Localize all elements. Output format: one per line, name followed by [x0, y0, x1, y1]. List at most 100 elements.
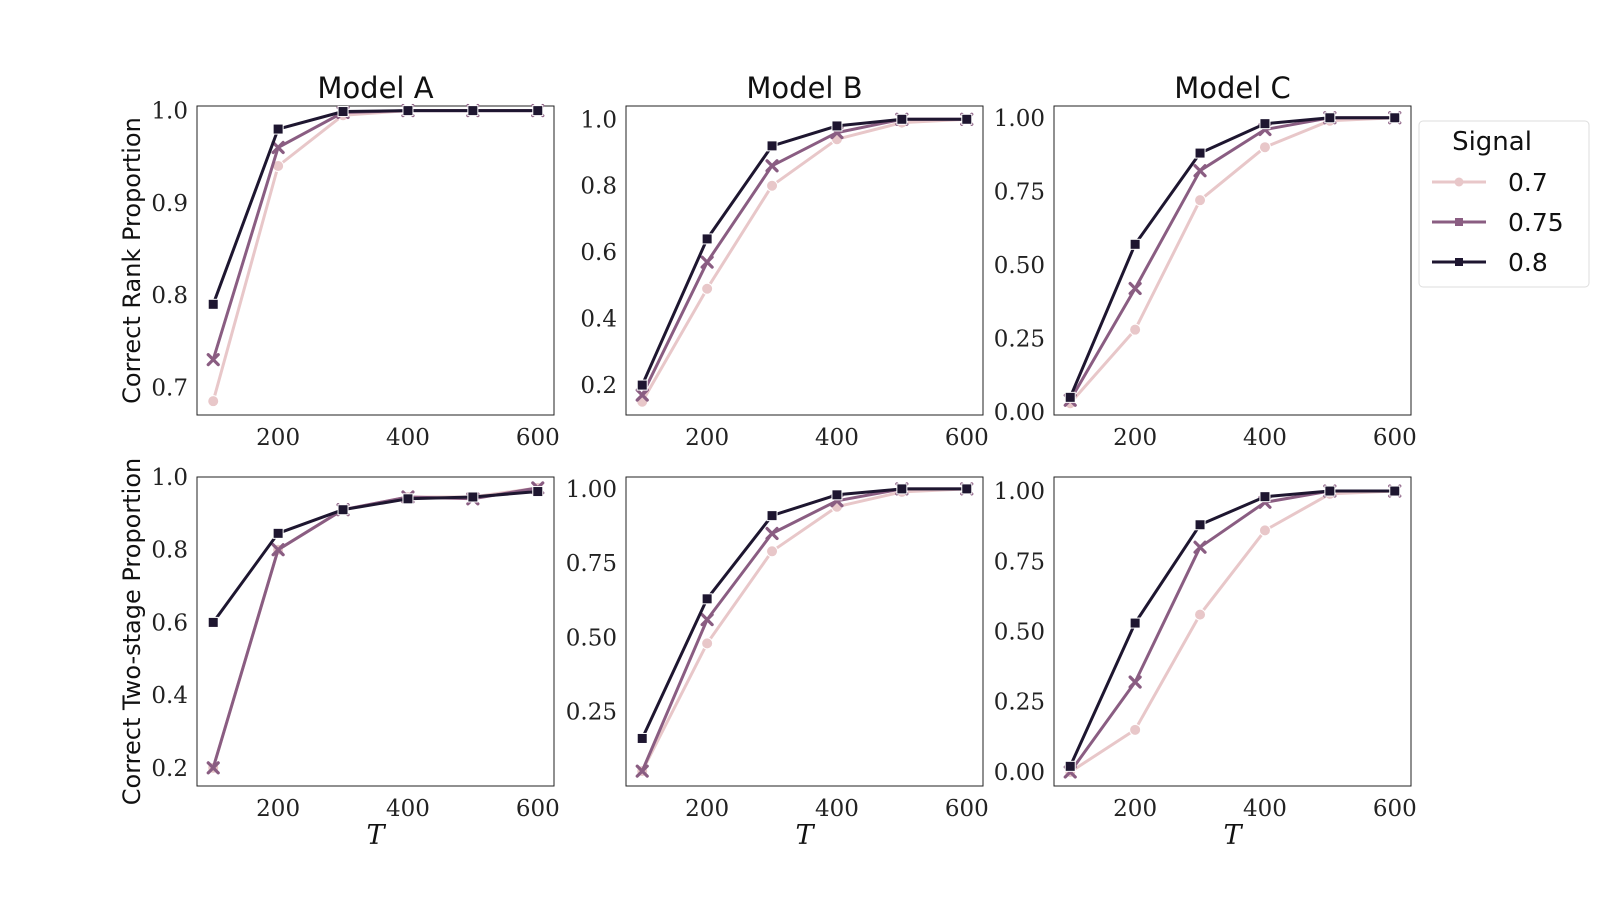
data-point [831, 120, 843, 132]
series-line-0.8 [1068, 489, 1395, 767]
legend-item: 0.8 [1432, 248, 1548, 277]
plot-frame [1053, 105, 1412, 416]
data-point-marker [831, 489, 843, 501]
data-point-marker [961, 113, 973, 125]
data-point-marker [271, 543, 285, 557]
data-point-marker [1258, 141, 1271, 154]
data-point-marker [1389, 112, 1401, 124]
data-point-marker [1259, 491, 1271, 503]
data-point-marker [1128, 281, 1142, 296]
data-point [1129, 323, 1142, 336]
data-point-marker [635, 388, 649, 402]
data-point-marker [1129, 617, 1141, 629]
data-point-marker [206, 353, 220, 367]
data-point [1194, 147, 1206, 159]
data-point [831, 489, 843, 501]
data-point [1194, 194, 1207, 207]
data-point [532, 486, 544, 498]
panel-title: Model C [1174, 71, 1291, 105]
data-point [766, 510, 778, 522]
data-point-marker [1128, 675, 1142, 689]
series-line-0.7 [1069, 116, 1395, 405]
data-point-marker [1258, 524, 1271, 537]
legend-marker [1455, 258, 1463, 266]
data-point-marker [700, 255, 714, 269]
data-point [1324, 112, 1336, 124]
data-point [272, 123, 284, 135]
data-point-marker [896, 483, 908, 495]
data-point-marker [635, 764, 649, 778]
data-point-marker [1194, 608, 1207, 621]
data-point [206, 761, 220, 775]
data-point [402, 105, 414, 117]
data-point [1389, 112, 1401, 124]
data-point-marker [1129, 238, 1141, 250]
data-point-marker [1324, 485, 1336, 497]
data-point-marker [636, 379, 648, 391]
plot-frame [196, 105, 555, 416]
y-tick-label: 1.0 [580, 107, 617, 133]
y-tick-label: 0.9 [151, 191, 188, 217]
y-tick-label: 0.75 [566, 551, 617, 577]
data-point [701, 282, 714, 295]
y-tick-label: 0.2 [151, 756, 188, 782]
legend-label: 0.8 [1508, 248, 1548, 277]
series-line-0.7 [1069, 489, 1395, 774]
y-tick-label: 0.25 [994, 690, 1045, 716]
data-point-marker [1194, 147, 1206, 159]
legend-box [1418, 120, 1590, 288]
panel-title: Model A [317, 71, 433, 105]
legend-label: 0.7 [1508, 168, 1548, 197]
data-point [271, 140, 285, 155]
data-point-marker [402, 493, 414, 505]
data-point [206, 353, 220, 367]
plot-frame [196, 476, 555, 787]
data-point-marker [271, 140, 285, 155]
y-tick-label: 0.75 [994, 179, 1045, 205]
data-point-marker [765, 159, 779, 173]
data-point-marker [766, 179, 779, 192]
data-point-marker [207, 298, 219, 310]
series-line-0.7 [640, 487, 967, 772]
y-tick-label: 0.8 [151, 283, 188, 309]
x-tick-label: 600 [1373, 796, 1417, 822]
data-point-marker [766, 510, 778, 522]
data-point [467, 491, 479, 503]
data-point [1324, 485, 1336, 497]
chart-panel: 200 400 600 0.2 0.4 0.6 0.8 1.0 T Correct Two-sta… [118, 458, 560, 851]
data-point-marker [701, 233, 713, 245]
x-tick-label: 200 [685, 425, 729, 451]
data-point-marker [765, 526, 779, 541]
y-tick-label: 0.4 [580, 307, 617, 333]
data-point-marker [1194, 194, 1207, 207]
data-point [1259, 118, 1271, 130]
panel-title: Model B [746, 71, 862, 105]
data-point [701, 233, 713, 245]
chart-panel: Model B 200 400 600 0.2 0.4 0.6 0.8 1.0 [580, 71, 988, 451]
series-line-0.8 [211, 109, 538, 305]
legend-label: 0.75 [1508, 208, 1564, 237]
x-tick-label: 400 [815, 796, 859, 822]
data-point-marker [961, 483, 973, 495]
data-point-marker [1064, 760, 1076, 772]
y-tick-label: 0.4 [151, 683, 188, 709]
data-point [766, 179, 779, 192]
x-tick-label: 200 [256, 425, 300, 451]
data-point [1193, 540, 1207, 554]
data-point [1129, 617, 1141, 629]
data-point [896, 483, 908, 495]
y-tick-label: 0.50 [994, 620, 1045, 646]
data-point-marker [206, 761, 220, 775]
data-point [765, 159, 779, 173]
data-point-marker [272, 123, 284, 135]
data-point [467, 105, 479, 117]
data-point [636, 732, 648, 744]
series-line-0.8 [640, 487, 967, 740]
x-tick-label: 600 [1373, 425, 1417, 451]
x-tick-label: 400 [386, 796, 430, 822]
series-line-0.8 [640, 117, 967, 386]
y-tick-label: 0.7 [151, 375, 188, 401]
data-point [1389, 485, 1401, 497]
